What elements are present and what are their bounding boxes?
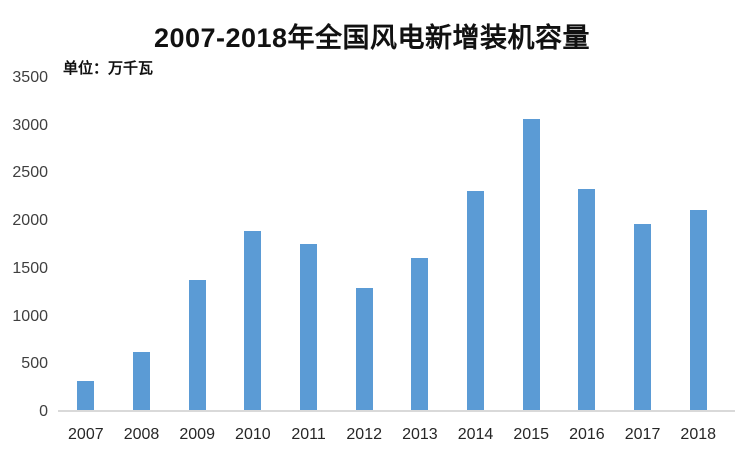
x-axis-tick-label-2014: 2014 xyxy=(457,426,494,443)
bar-slot-2011 xyxy=(281,78,337,412)
bar-2012 xyxy=(355,288,373,412)
bar-slot-2018 xyxy=(670,78,726,412)
y-axis-tick-label-2500: 2500 xyxy=(12,164,48,182)
y-axis-tick-label-1500: 1500 xyxy=(12,259,48,277)
y-axis-tick-label-2000: 2000 xyxy=(12,212,48,230)
bar-slot-2016 xyxy=(559,78,615,412)
bar-2007 xyxy=(77,380,95,412)
bar-slot-2009 xyxy=(169,78,225,412)
bar-slot-2008 xyxy=(114,78,170,412)
x-axis-tick-label-2018: 2018 xyxy=(680,426,717,443)
bar-series xyxy=(58,78,726,412)
bar-slot-2017 xyxy=(615,78,671,412)
bar-2011 xyxy=(300,243,318,412)
y-axis-tick-label-1000: 1000 xyxy=(12,307,48,325)
bar-2008 xyxy=(133,352,150,412)
x-axis-line xyxy=(58,410,735,412)
y-axis-tick-label-500: 500 xyxy=(21,355,48,373)
bar-slot-2014 xyxy=(448,78,504,412)
x-axis-tick-label-2009: 2009 xyxy=(179,426,215,443)
bar-2017 xyxy=(634,224,652,412)
y-axis-tick-label-3000: 3000 xyxy=(12,116,48,134)
x-axis-tick-label-2012: 2012 xyxy=(346,426,382,443)
bar-slot-2012 xyxy=(336,78,392,412)
x-axis-tick-label-2016: 2016 xyxy=(569,426,605,443)
bar-2014 xyxy=(467,190,485,412)
y-axis-tick-label-0: 0 xyxy=(39,403,48,420)
x-axis-tick-label-2011: 2011 xyxy=(291,426,326,443)
bar-2010 xyxy=(244,231,262,412)
x-axis-tick-label-2013: 2013 xyxy=(402,426,438,443)
plot-area xyxy=(58,78,726,412)
bar-2016 xyxy=(578,188,596,412)
chart-title: 2007-2018年全国风电新增装机容量 xyxy=(153,23,591,53)
x-axis-tick-label-2017: 2017 xyxy=(624,426,661,443)
bar-2018 xyxy=(689,210,707,412)
x-axis-tick-label-2008: 2008 xyxy=(123,426,160,443)
bar-2009 xyxy=(188,280,206,412)
y-axis: 0 500 1000 1500 2000 2500 3000 3500 xyxy=(0,70,48,420)
bar-slot-2013 xyxy=(392,78,448,412)
unit-label: 单位：万千瓦 xyxy=(63,60,154,77)
bar-2015 xyxy=(522,118,540,412)
bar-slot-2007 xyxy=(58,78,114,412)
x-axis-tick-label-2007: 2007 xyxy=(68,426,104,443)
x-axis: 2007 2008 2009 2010 2011 2012 2013 2014 2015 2016… xyxy=(58,426,726,444)
bar-slot-2015 xyxy=(503,78,559,412)
bar-slot-2010 xyxy=(225,78,281,412)
x-axis-tick-label-2015: 2015 xyxy=(513,426,549,443)
x-axis-tick-label-2010: 2010 xyxy=(235,426,271,443)
y-axis-tick-label-3500: 3500 xyxy=(12,69,48,86)
bar-2013 xyxy=(411,258,429,412)
